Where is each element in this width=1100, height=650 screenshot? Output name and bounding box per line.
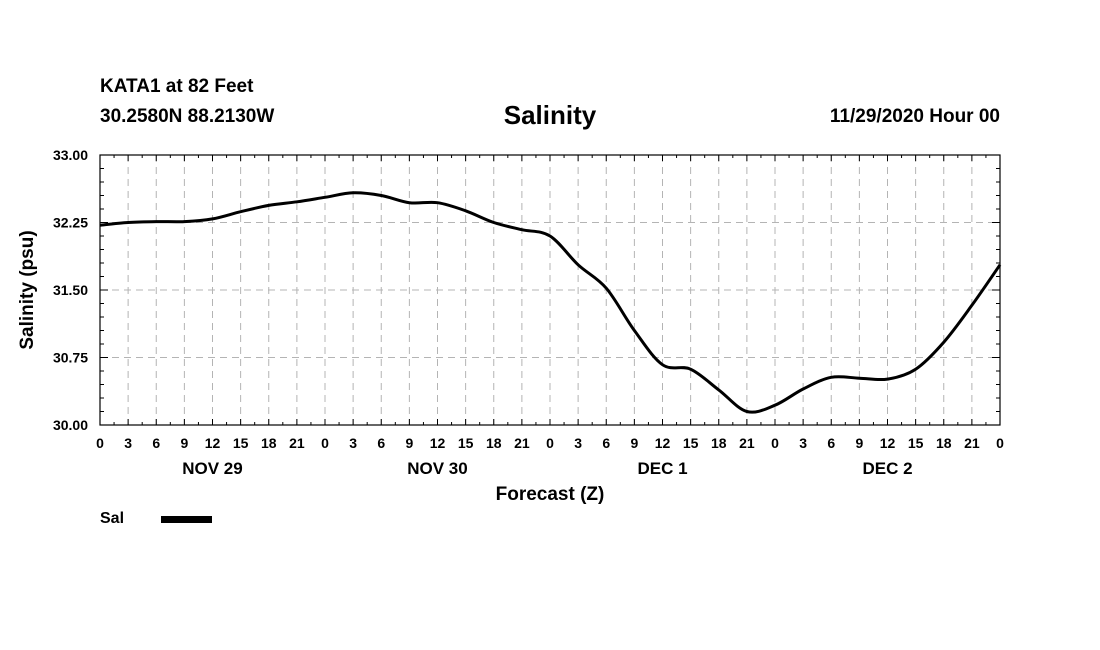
x-tick-label: 3 [349,435,357,451]
forecast-issue-time: 11/29/2020 Hour 00 [829,106,1000,127]
x-tick-label: 0 [96,435,104,451]
x-tick-label: 15 [458,435,474,451]
y-tick-label: 32.25 [53,215,88,231]
y-tick-label: 30.00 [53,417,88,433]
x-tick-label: 21 [739,435,755,451]
x-tick-label: 12 [655,435,671,451]
x-tick-label: 15 [908,435,924,451]
x-tick-label: 0 [996,435,1004,451]
x-tick-label: 0 [321,435,329,451]
x-tick-label: 15 [233,435,249,451]
x-tick-label: 21 [514,435,530,451]
plot-frame [99,154,1001,426]
x-tick-label: 9 [180,435,188,451]
x-tick-label: 9 [855,435,863,451]
x-tick-label: 12 [880,435,896,451]
x-tick-label: 12 [205,435,221,451]
x-tick-label: 0 [546,435,554,451]
x-tick-label: 15 [683,435,699,451]
day-label: DEC 1 [637,459,687,478]
x-tick-label: 18 [486,435,502,451]
x-tick-label: 18 [936,435,952,451]
salinity-series-line [99,191,1002,414]
chart-title: Salinity [503,100,597,130]
x-tick-label: 21 [289,435,305,451]
day-label: NOV 30 [407,459,467,478]
station-coordinates: 30.2580N 88.2130W [100,106,275,127]
x-tick-label: 3 [124,435,132,451]
y-axis-title: Salinity (psu) [17,230,38,349]
x-tick-label: 6 [602,435,610,451]
x-tick-label: 6 [152,435,160,451]
day-label: NOV 29 [182,459,242,478]
x-tick-label: 9 [630,435,638,451]
day-label: DEC 2 [862,459,912,478]
x-tick-label: 3 [574,435,582,451]
x-tick-label: 18 [261,435,277,451]
x-tick-label: 12 [430,435,446,451]
y-tick-label: 33.00 [53,147,88,163]
x-tick-label: 3 [799,435,807,451]
x-tick-label: 18 [711,435,727,451]
station-label: KATA1 at 82 Feet [100,76,254,97]
x-tick-label: 9 [405,435,413,451]
x-tick-label: 0 [771,435,779,451]
y-tick-label: 30.75 [53,350,88,366]
x-tick-label: 6 [377,435,385,451]
legend-label: Sal [100,510,125,527]
x-tick-label: 6 [827,435,835,451]
x-axis-title: Forecast (Z) [496,484,605,505]
legend-line-swatch [161,516,212,523]
x-tick-label: 21 [964,435,980,451]
y-tick-label: 31.50 [53,282,88,298]
